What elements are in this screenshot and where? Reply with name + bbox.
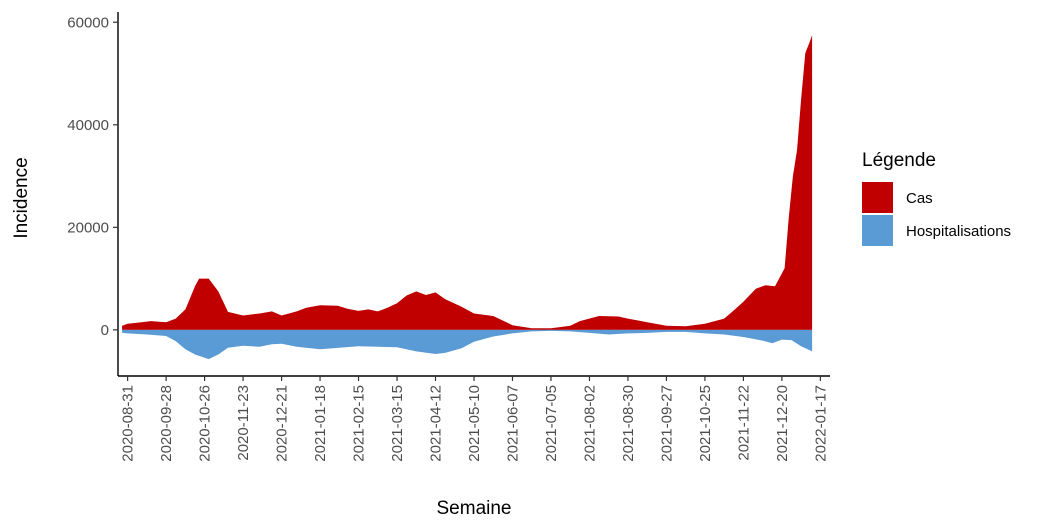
x-tick-label: 2021-01-18 <box>312 385 329 462</box>
legend-label: Hospitalisations <box>906 223 1011 240</box>
x-tick-label: 2021-08-02 <box>582 385 599 462</box>
x-tick-label: 2021-07-05 <box>543 385 560 462</box>
x-tick-label: 2021-05-10 <box>466 385 483 462</box>
x-tick-label: 2021-04-12 <box>428 385 445 462</box>
x-tick-label: 2021-03-15 <box>389 385 406 462</box>
x-tick-label: 2021-06-07 <box>505 385 522 462</box>
y-tick-label: 20000 <box>67 219 109 236</box>
legend-swatch <box>862 215 893 246</box>
x-tick-label: 2020-12-21 <box>274 385 291 462</box>
legend: Légende Cas Hospitalisations <box>862 150 1011 246</box>
x-tick-label: 2021-08-30 <box>620 385 637 462</box>
legend-swatch <box>862 182 893 213</box>
x-tick-label: 2020-09-28 <box>158 385 175 462</box>
x-axis-title: Semaine <box>437 498 512 519</box>
y-tick-label: 60000 <box>67 14 109 31</box>
x-tick-label: 2020-10-26 <box>197 385 214 462</box>
x-tick-label: 2020-11-23 <box>235 385 252 461</box>
x-tick-label: 2021-12-20 <box>774 385 791 462</box>
legend-entries: Cas Hospitalisations <box>862 182 1011 246</box>
x-tick-label: 2021-02-15 <box>351 385 368 462</box>
x-ticks: 2020-08-31 2020-09-28 2020-10-26 2020-11-23… <box>120 376 829 462</box>
legend-title: Légende <box>862 150 936 171</box>
series-area-cas <box>122 35 813 330</box>
x-tick-label: 2020-08-31 <box>120 385 137 462</box>
y-ticks: 0 20000 40000 60000 <box>67 14 118 339</box>
legend-label: Cas <box>906 190 933 207</box>
x-tick-label: 2021-11-22 <box>735 385 752 461</box>
x-tick-label: 2022-01-17 <box>812 385 829 462</box>
y-tick-label: 40000 <box>67 117 109 134</box>
x-tick-label: 2021-10-25 <box>697 385 714 462</box>
x-tick-label: 2021-09-27 <box>658 385 675 462</box>
y-tick-label: 0 <box>101 322 109 339</box>
y-axis-title: Incidence <box>11 157 32 238</box>
series-layer <box>122 35 813 360</box>
series-area-hospitalisations <box>122 329 813 360</box>
